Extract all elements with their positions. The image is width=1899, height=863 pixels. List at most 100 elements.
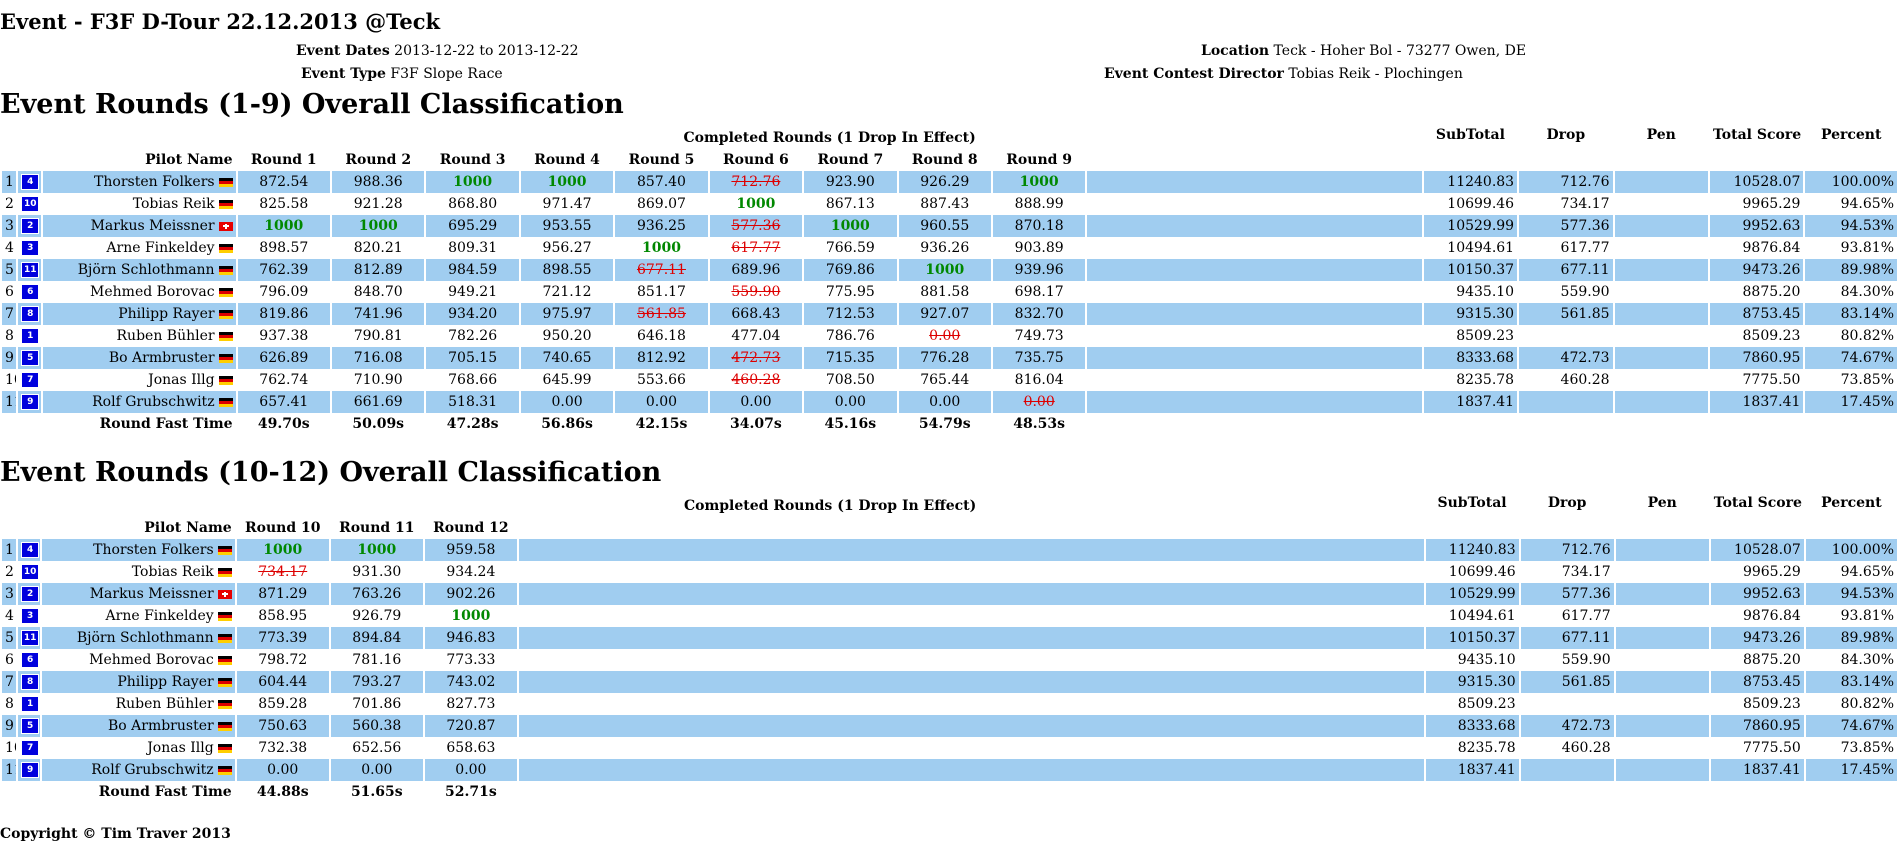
- round-score: 0.00: [645, 394, 678, 410]
- position: 1: [2, 539, 17, 561]
- round-score: 518.31: [448, 394, 498, 410]
- drop-value: 617.77: [1560, 240, 1610, 256]
- table-row: 8 1 Ruben Bühler 859.28 701.86 827.73 8509.23 8…: [2, 693, 1897, 715]
- round-score: 460.28: [731, 372, 781, 388]
- subtotal-value: 8333.68: [1423, 347, 1518, 369]
- classification-table-rounds-1-9: Completed Rounds (1 Drop In Effect) SubTo…: [0, 127, 1899, 435]
- round-score: 1000: [357, 542, 397, 558]
- position: 2: [5, 196, 14, 212]
- round-score: 971.47: [542, 196, 592, 212]
- table-row: 10 7 Jonas Illg 762.74 710.90 768.66 645.99 553…: [2, 369, 1897, 391]
- round-header: Round 4: [534, 152, 600, 168]
- round-score: 867.13: [825, 196, 875, 212]
- percent-value: 89.98%: [1805, 627, 1897, 649]
- round-score: 701.86: [352, 696, 402, 712]
- round-score: 825.58: [259, 196, 309, 212]
- event-location: Location Teck - Hoher Bol - 73277 Owen, …: [1201, 43, 1526, 59]
- round-score: 741.96: [353, 306, 403, 322]
- round-score: 871.29: [258, 586, 308, 602]
- drop-value: 577.36: [1519, 215, 1613, 237]
- fast-time-row: Round Fast Time 49.70s 50.09s 47.28s 56.86s 4…: [2, 413, 1897, 435]
- subtotal-header: SubTotal: [1437, 495, 1507, 511]
- table-row: 9 5 Bo Armbruster 626.89 716.08 705.15 740.65 8…: [2, 347, 1897, 369]
- table-row: 2 10 Tobias Reik 825.58 921.28 868.80 971.47 86…: [2, 193, 1897, 215]
- drop-value: 472.73: [1520, 715, 1614, 737]
- round-score: 903.89: [1014, 240, 1064, 256]
- pen-value: [1615, 325, 1708, 347]
- event-location-value: Teck - Hoher Bol - 73277 Owen, DE: [1273, 43, 1527, 59]
- round-score: 0.00: [1023, 394, 1055, 410]
- round-score: 921.28: [353, 196, 403, 212]
- subtotal-value: 10150.37: [1423, 259, 1518, 281]
- round-score: 773.39: [258, 630, 308, 646]
- percent-value: 94.65%: [1840, 564, 1894, 580]
- round-score: 712.76: [731, 174, 781, 190]
- pen-value: [1615, 539, 1709, 561]
- pilot-number-badge: 8: [21, 674, 40, 690]
- drop-value: 712.76: [1520, 539, 1614, 561]
- drop-value: 561.85: [1519, 303, 1613, 325]
- round-score: 975.97: [542, 306, 592, 322]
- round-score: 695.29: [448, 218, 498, 234]
- position: 8: [5, 696, 14, 712]
- round-score: 934.24: [446, 564, 496, 580]
- round-score: 617.77: [731, 240, 781, 256]
- round-score: 1000: [830, 218, 870, 234]
- position: 7: [2, 671, 17, 693]
- total-score-value: 9473.26: [1709, 259, 1804, 281]
- round-score: 869.07: [636, 196, 686, 212]
- pilot-number-badge: 11: [21, 262, 40, 278]
- subtotal-value: 8235.78: [1456, 372, 1515, 388]
- pen-value: [1615, 281, 1708, 303]
- round-score: 984.59: [448, 262, 498, 278]
- percent-value: 83.14%: [1805, 303, 1897, 325]
- pilot-name: Rolf Grubschwitz: [92, 394, 215, 410]
- table-row: 6 6 Mehmed Borovac 798.72 781.16 773.33 9435.1…: [2, 649, 1897, 671]
- percent-header: Percent: [1820, 127, 1882, 143]
- percent-value: 84.30%: [1840, 652, 1894, 668]
- pilot-name: Philipp Rayer: [117, 674, 214, 690]
- drop-value: 472.73: [1519, 347, 1613, 369]
- total-score-value: 1837.41: [1710, 759, 1804, 781]
- round-score: 988.36: [353, 174, 403, 190]
- round-score: 762.39: [259, 262, 309, 278]
- pilot-number-badge: 8: [21, 306, 40, 322]
- round-score: 848.70: [353, 284, 403, 300]
- round-score: 953.55: [542, 218, 592, 234]
- total-score-value: 9876.84: [1742, 608, 1801, 624]
- round-score: 827.73: [446, 696, 496, 712]
- pen-value: [1614, 215, 1708, 237]
- pilot-name: Jonas Illg: [147, 740, 214, 756]
- round-score: 604.44: [258, 674, 308, 690]
- round-score: 0.00: [551, 394, 583, 410]
- drop-value: 559.90: [1561, 652, 1611, 668]
- round-score: 762.74: [259, 372, 309, 388]
- pen-value: [1615, 369, 1708, 391]
- round-score: 812.92: [636, 350, 686, 366]
- percent-value: 17.45%: [1805, 391, 1897, 413]
- position: 3: [2, 583, 17, 605]
- german-flag-icon: [218, 265, 233, 275]
- total-score-value: 8509.23: [1742, 328, 1801, 344]
- subtotal-header: SubTotal: [1435, 127, 1505, 143]
- total-score-value: 9952.63: [1710, 583, 1804, 605]
- pen-value: [1616, 561, 1709, 583]
- german-flag-icon: [218, 375, 233, 385]
- round-score: 560.38: [352, 718, 402, 734]
- percent-header: Percent: [1821, 495, 1882, 511]
- german-flag-icon: [217, 655, 232, 665]
- pilot-number-badge: 9: [21, 762, 40, 778]
- classification-table-rounds-10-12: Completed Rounds (1 Drop In Effect) SubTo…: [0, 495, 1899, 803]
- pilot-number-badge: 5: [21, 718, 40, 734]
- round-header: Round 7: [817, 152, 884, 168]
- table-row: 6 6 Mehmed Borovac 796.09 848.70 949.21 721.12…: [2, 281, 1897, 303]
- pilot-name: Ruben Bühler: [115, 696, 214, 712]
- round-score: 1000: [358, 218, 398, 234]
- percent-value: 94.53%: [1805, 215, 1897, 237]
- fast-time-value: 49.70s: [257, 416, 310, 432]
- drop-value: 617.77: [1561, 608, 1611, 624]
- pilot-name: Björn Schlothmann: [77, 262, 215, 278]
- round-header: Round 2: [345, 152, 412, 168]
- pilot-number-badge: 10: [21, 564, 40, 580]
- total-score-value: 9952.63: [1709, 215, 1804, 237]
